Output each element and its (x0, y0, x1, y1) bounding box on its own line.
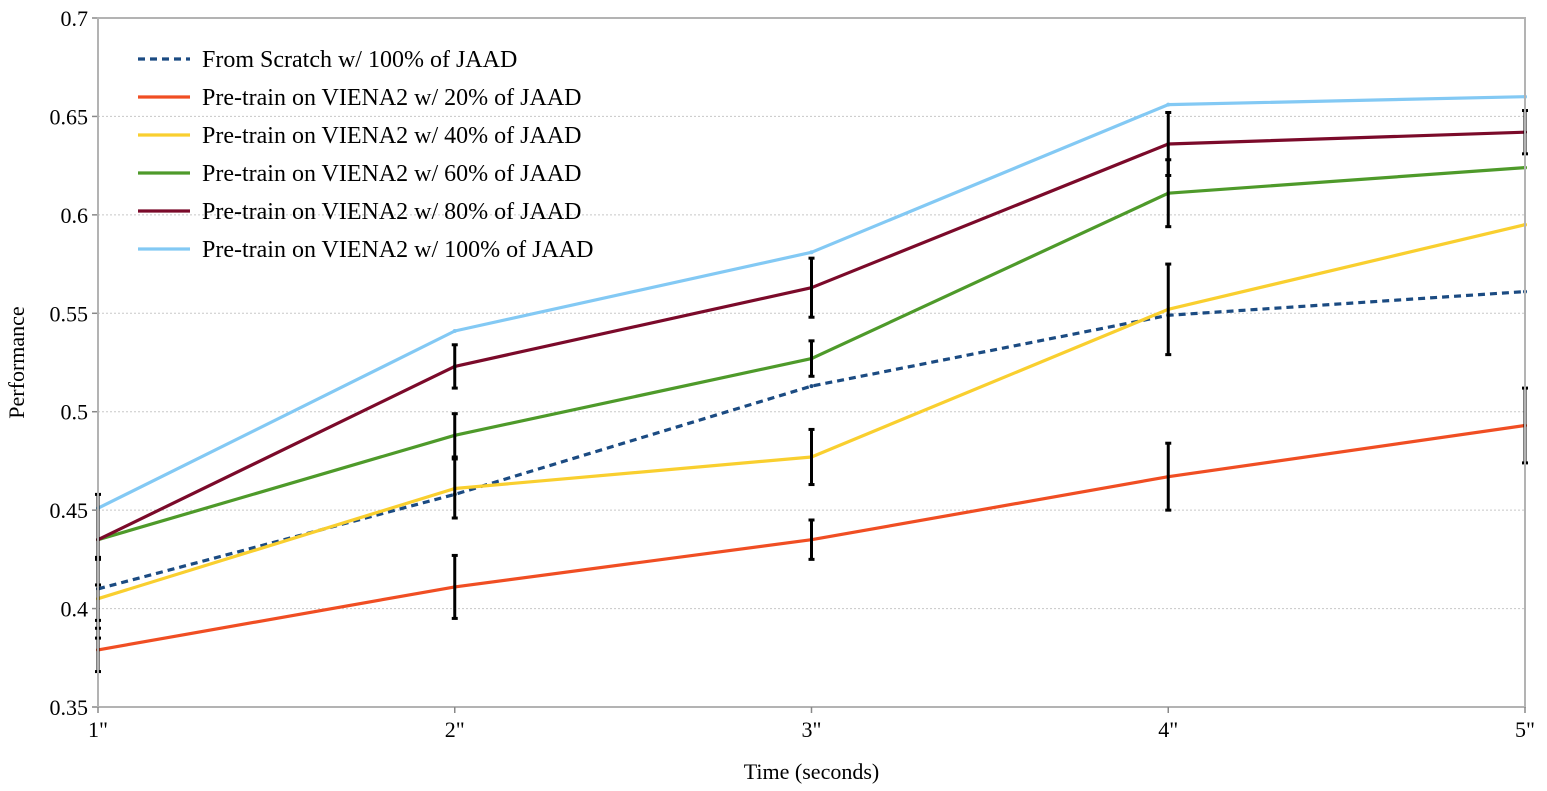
legend: From Scratch w/ 100% of JAAD Pre-train on… (138, 47, 594, 263)
legend-label: Pre-train on VIENA2 w/ 100% of JAAD (202, 237, 594, 263)
x-axis-title: Time (seconds) (744, 759, 879, 784)
legend-label: Pre-train on VIENA2 w/ 80% of JAAD (202, 199, 582, 225)
x-tick-label: 4" (1158, 717, 1178, 742)
y-tick-label: 0.55 (50, 301, 89, 326)
x-tick-label: 3" (802, 717, 822, 742)
x-tick-label: 1" (88, 717, 108, 742)
x-tick-label: 5" (1515, 717, 1535, 742)
y-tick-label: 0.4 (61, 597, 89, 622)
data-point (809, 384, 814, 389)
data-point (452, 329, 457, 334)
y-tick-label: 0.6 (61, 203, 89, 228)
x-tick-label: 2" (445, 717, 465, 742)
data-point (809, 250, 814, 255)
y-tick-label: 0.5 (61, 400, 89, 425)
legend-label: Pre-train on VIENA2 w/ 20% of JAAD (202, 85, 582, 111)
legend-label: Pre-train on VIENA2 w/ 60% of JAAD (202, 161, 582, 187)
legend-label: From Scratch w/ 100% of JAAD (202, 47, 517, 73)
y-tick-label: 0.35 (50, 695, 89, 720)
y-axis-title: Performance (4, 306, 29, 418)
grid-layer (98, 115, 1525, 610)
axis-layer: 0.35 0.4 0.45 0.5 0.55 0.6 0.65 0.7 1" 2" 3" 4" 5" (50, 6, 1535, 742)
error-bar-layer (95, 109, 1528, 674)
legend-label: Pre-train on VIENA2 w/ 40% of JAAD (202, 123, 582, 149)
y-tick-label: 0.45 (50, 498, 89, 523)
y-tick-label: 0.7 (61, 6, 89, 31)
data-point (1166, 102, 1171, 107)
y-tick-label: 0.65 (50, 104, 89, 129)
